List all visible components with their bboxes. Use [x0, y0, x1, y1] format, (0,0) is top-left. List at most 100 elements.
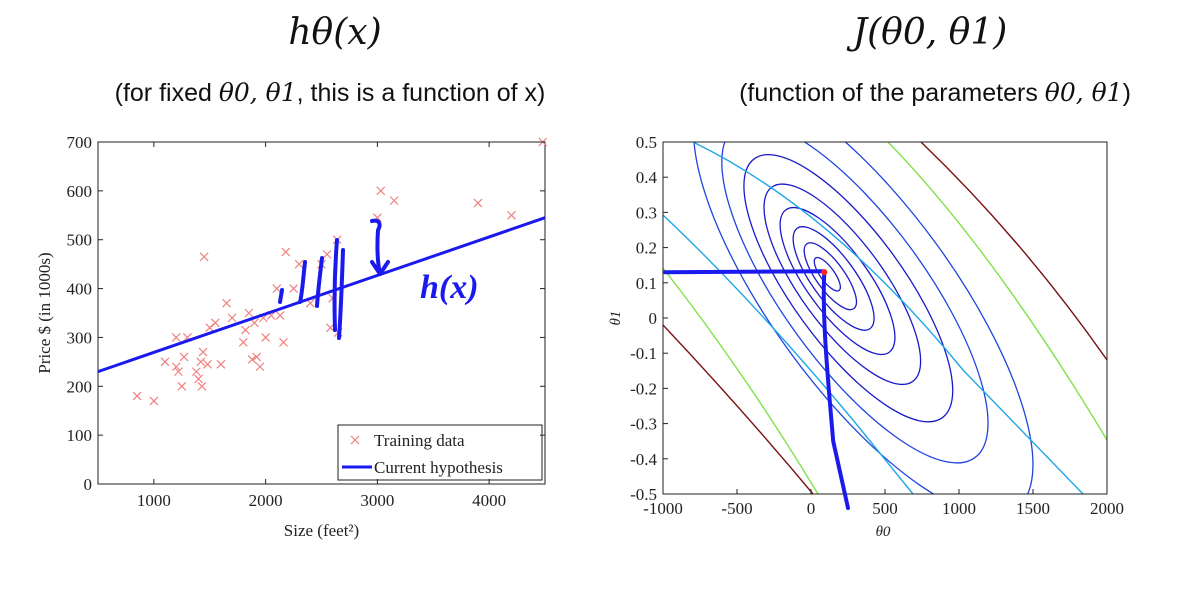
right-ytick-label: 0	[649, 309, 658, 328]
error-annotation-stroke	[332, 238, 339, 332]
training-point	[198, 347, 208, 357]
training-point	[199, 252, 209, 262]
right-xtick-label: 1500	[1016, 499, 1050, 518]
training-point	[255, 362, 265, 372]
left-xtick-label: 1000	[137, 491, 171, 510]
training-point	[281, 247, 291, 257]
right-xtick-label: 1000	[942, 499, 976, 518]
right-xtick-label: -1000	[643, 499, 683, 518]
error-annotation-stroke	[370, 260, 390, 276]
training-point	[179, 352, 189, 362]
training-point	[275, 311, 285, 320]
training-point	[289, 284, 298, 293]
right-ytick-label: 0.3	[636, 203, 657, 222]
right-ytick-label: 0.4	[636, 168, 658, 187]
training-point	[203, 359, 212, 369]
training-point	[191, 367, 201, 377]
left-ytick-label: 500	[67, 231, 93, 250]
contour-line-outer	[663, 267, 819, 494]
training-point	[222, 298, 231, 308]
left-ytick-label: 0	[84, 475, 93, 494]
theta1-trace	[663, 269, 827, 275]
contour-ellipse	[813, 256, 842, 292]
theta0-trace	[821, 270, 850, 510]
right-subtitle-post: )	[1122, 79, 1131, 107]
right-plot-bg	[663, 142, 1107, 494]
training-point	[244, 308, 254, 318]
training-point	[160, 357, 170, 367]
training-point	[171, 333, 181, 342]
training-point	[149, 396, 159, 406]
training-point	[196, 357, 206, 367]
left-subtitle-pre: (for fixed	[114, 79, 219, 107]
hypothesis-line	[97, 216, 546, 374]
training-point	[171, 362, 181, 372]
right-xtick-label: 0	[807, 499, 816, 518]
contour-ellipse	[803, 242, 858, 311]
training-point	[279, 337, 288, 347]
right-ytick-label: -0.2	[630, 379, 657, 398]
left-xtick-label: 3000	[360, 491, 394, 510]
training-point	[132, 391, 142, 401]
left-xtick-label: 4000	[472, 491, 506, 510]
training-point	[247, 354, 257, 364]
training-point	[322, 249, 332, 259]
error-annotation-stroke	[278, 288, 284, 304]
error-annotation-stroke	[298, 260, 307, 304]
contour-ellipse	[779, 206, 896, 356]
contour-line-outer	[663, 324, 814, 494]
error-annotation-stroke	[370, 218, 382, 276]
training-point	[507, 210, 516, 220]
training-point	[294, 259, 304, 269]
left-ytick-label: 200	[67, 377, 93, 396]
right-subtitle: (function of the parameters θ0, θ1)	[705, 78, 1165, 108]
contour-ellipse	[693, 142, 1034, 494]
left-xtick-label: 2000	[249, 491, 283, 510]
left-subtitle: (for fixed θ0, θ1, this is a function of…	[95, 78, 565, 108]
training-point	[177, 381, 187, 391]
error-annotation-stroke	[337, 248, 345, 340]
legend-marker-training-b	[350, 435, 360, 445]
right-ytick-label: 0.1	[636, 274, 657, 293]
right-xtick-label: -500	[721, 499, 752, 518]
left-title: hθ(x)	[230, 12, 440, 53]
training-point	[272, 284, 282, 293]
training-point	[174, 367, 183, 377]
left-ytick-label: 700	[67, 133, 93, 152]
training-point	[216, 359, 226, 369]
contour-ellipse	[743, 154, 954, 423]
left-ytick-label: 600	[67, 182, 93, 201]
right-xtick-label: 2000	[1090, 499, 1124, 518]
left-ytick-label: 300	[67, 328, 93, 347]
right-ytick-label: -0.5	[630, 485, 657, 504]
training-point	[389, 196, 399, 206]
right-ytick-label: -0.1	[630, 344, 657, 363]
training-point	[261, 333, 271, 342]
left-subtitle-post: , this is a function of x)	[296, 79, 546, 107]
contour-ellipse	[792, 226, 875, 331]
right-ytick-label: -0.3	[630, 415, 657, 434]
current-theta-marker	[821, 269, 828, 276]
right-subtitle-pre: (function of the parameters	[739, 79, 1045, 107]
contour-line-outer	[692, 142, 1084, 494]
training-point	[238, 337, 248, 347]
right-yaxis-label: θ1	[608, 311, 624, 326]
training-point	[252, 352, 262, 362]
error-annotation-stroke	[315, 256, 324, 308]
contour-line-outer	[663, 214, 914, 494]
left-yaxis-label: Price $ (in 1000s)	[35, 252, 54, 373]
right-title: J(θ0, θ1)	[810, 12, 1050, 53]
left-ytick-label: 100	[67, 426, 93, 445]
legend-label-hypothesis: Current hypothesis	[374, 458, 503, 477]
training-point	[241, 325, 250, 335]
training-point	[473, 198, 483, 208]
right-subtitle-math: θ0, θ1	[1044, 78, 1123, 107]
training-point	[376, 186, 386, 196]
contour-ellipse	[763, 183, 922, 386]
left-xaxis-label: Size (feet²)	[284, 521, 359, 540]
right-ytick-label: -0.4	[630, 450, 657, 469]
training-point	[227, 313, 237, 323]
contour-line-outer	[920, 142, 1107, 361]
training-point	[197, 381, 207, 391]
